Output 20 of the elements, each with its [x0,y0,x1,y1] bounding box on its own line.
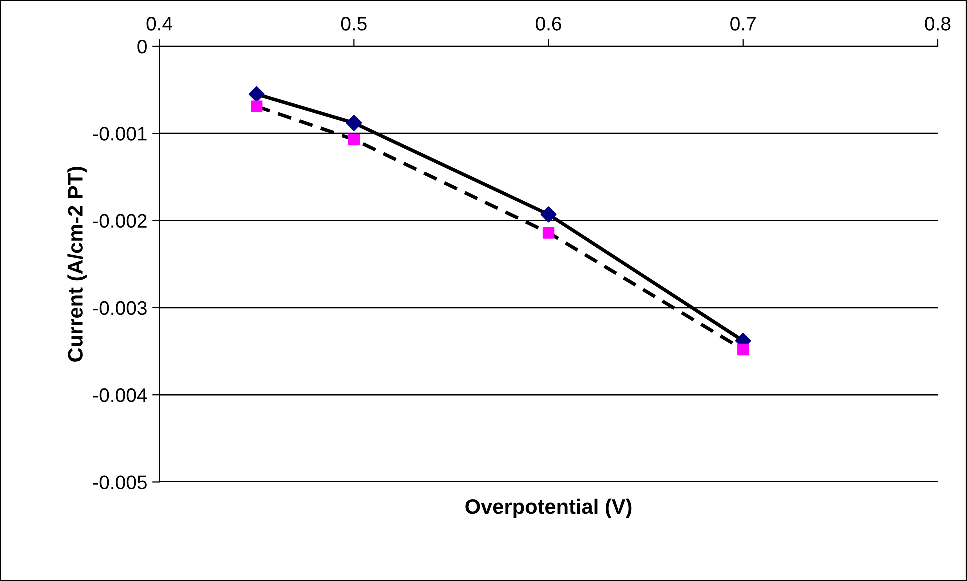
x-tick-label: 0.6 [536,17,562,31]
y-tick-label: -0.002 [93,214,147,228]
x-tick-label: 0.8 [925,17,951,31]
point [542,227,555,239]
point [346,115,362,132]
y-tick-label: -0.001 [93,127,147,141]
point [251,100,263,112]
point [738,344,750,356]
y-tick-label: 0 [138,40,147,54]
x-tick-label: 0.5 [341,17,367,31]
point [248,86,265,102]
point [540,206,557,223]
x-tick-label: 0.4 [146,17,172,31]
y-axis-title: Current (A/cm-2 PT) [68,167,88,362]
y-tick-label: -0.003 [93,301,147,316]
x-axis-title: Overpotential (V) [466,498,632,518]
y-tick-label: -0.005 [93,476,147,490]
point [348,134,360,146]
y-tick-label: -0.004 [93,388,148,402]
x-tick-label: 0.7 [730,17,756,31]
